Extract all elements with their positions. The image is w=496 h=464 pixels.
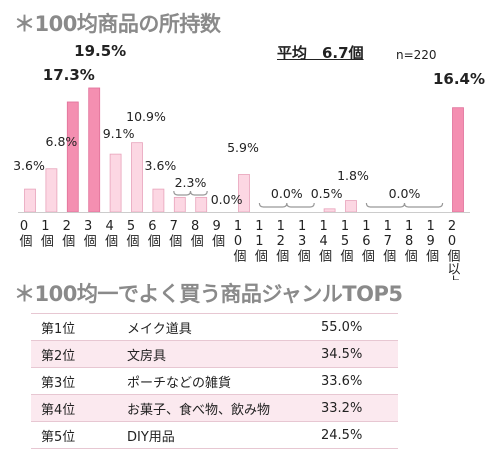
genre-cell: メイク道具 (117, 313, 307, 341)
data-label: 5.9% (227, 140, 259, 155)
data-label: 1.8% (337, 168, 369, 183)
data-label: 16.4% (433, 70, 485, 88)
genre-cell: お菓子、食べ物、飲み物 (117, 394, 307, 422)
bar (152, 188, 165, 213)
bar (131, 142, 143, 213)
data-label: 19.5% (74, 42, 126, 60)
rank-cell: 第5位 (31, 421, 117, 449)
x-tick-label: 12個 (273, 219, 289, 262)
bar (24, 188, 36, 213)
rank-cell: 第3位 (31, 367, 117, 395)
x-tick-label: 4個 (102, 219, 118, 247)
rank-cell: 第4位 (31, 394, 117, 422)
group-bracket (365, 202, 444, 208)
table-row: 第4位 お菓子、食べ物、飲み物 33.2% (31, 394, 398, 422)
x-tick-label: 14個 (316, 219, 332, 262)
bar (345, 200, 357, 213)
percent-cell: 33.2% (307, 394, 398, 422)
x-tick-label: 19個 (423, 219, 439, 262)
genre-cell: 文房具 (117, 340, 307, 368)
bar (323, 208, 336, 213)
data-label: 0.0% (211, 192, 243, 207)
x-tick-label: 5個 (124, 219, 140, 247)
bar (66, 101, 79, 213)
data-label: 3.6% (145, 158, 177, 173)
x-tick-label: 8個 (188, 219, 204, 247)
x-tick-label: 9個 (209, 219, 225, 247)
bar (45, 168, 58, 213)
data-label: 0.0% (389, 186, 421, 201)
x-tick-label: 2個 (59, 219, 75, 247)
average-label: 平均 6.7個 (277, 44, 364, 62)
group-bracket (173, 190, 208, 196)
data-label: 6.8% (46, 134, 78, 149)
table-row: 第2位 文房具 34.5% (31, 340, 398, 368)
x-tick-label: 17個 (380, 219, 396, 262)
genre-cell: ポーチなどの雑貨 (117, 367, 307, 395)
percent-cell: 33.6% (307, 367, 398, 395)
percent-cell: 55.0% (307, 313, 398, 341)
x-tick-label: 6個 (145, 219, 161, 247)
ownership-bar-chart: 0個 1個 2個 3個 4個 5個 6個 7個 8個 9個 10個 11個 12個 13個 14個 15個 16… (13, 42, 485, 280)
rank-cell: 第1位 (31, 313, 117, 341)
table-row: 第3位 ポーチなどの雑貨 33.6% (31, 367, 398, 395)
bar (173, 196, 186, 213)
table-row: 第5位 DIY用品 24.5% (31, 421, 398, 449)
percent-cell: 24.5% (307, 421, 398, 449)
top5-title: ＊100均一でよく買う商品ジャンルTOP5 (14, 282, 403, 306)
data-label: 0.0% (271, 186, 303, 201)
x-tick-label: 1個 (38, 219, 54, 247)
sample-size-label: n=220 (396, 48, 437, 62)
x-tick-label: 7個 (166, 219, 182, 247)
x-tick-label: 15個 (338, 219, 354, 262)
bar (452, 107, 464, 213)
x-tick-label: 10個 (231, 219, 247, 262)
x-tick-label: 13個 (295, 219, 311, 262)
data-label: 17.3% (43, 66, 95, 84)
data-label: 0.5% (311, 186, 343, 201)
x-tick-label: 3個 (81, 219, 97, 247)
x-tick-label: 18個 (402, 219, 418, 262)
table-row: 第1位 メイク道具 55.0% (31, 313, 398, 341)
bar (109, 153, 122, 213)
data-label: 2.3% (175, 175, 207, 190)
bar (195, 196, 208, 213)
rank-cell: 第2位 (31, 340, 117, 368)
x-tick-label: 20個以上 (445, 219, 461, 280)
genre-cell: DIY用品 (117, 421, 307, 449)
x-tick-label: 11個 (252, 219, 268, 262)
data-label: 10.9% (126, 109, 166, 124)
x-tick-label: 0個 (17, 219, 33, 247)
chart-title: ＊100均商品の所持数 (14, 12, 221, 36)
x-tick-label: 16個 (359, 219, 375, 262)
percent-cell: 34.5% (307, 340, 398, 368)
data-label: 9.1% (103, 126, 135, 141)
top5-table: 第1位 メイク道具 55.0% 第2位 文房具 34.5% 第3位 ポーチなどの… (31, 313, 398, 449)
group-bracket (258, 202, 315, 208)
data-label: 3.6% (13, 158, 45, 173)
bar (88, 87, 101, 213)
